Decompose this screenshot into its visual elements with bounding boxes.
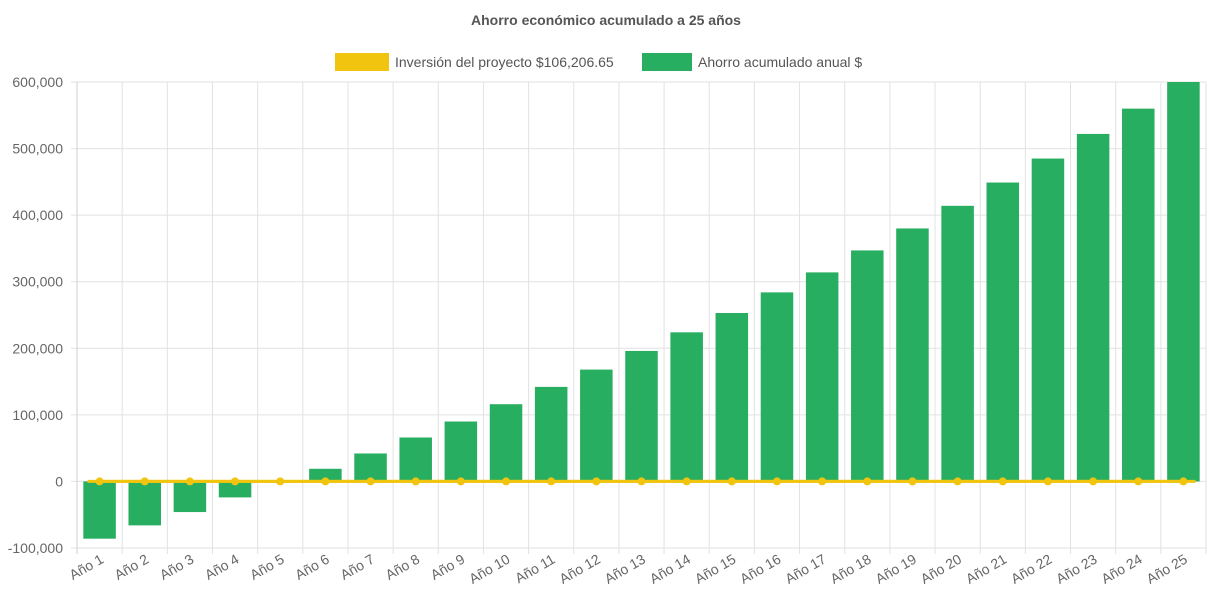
bar[interactable]: [1122, 108, 1155, 482]
x-tick-label: Año 2: [112, 551, 152, 583]
line-point[interactable]: [95, 477, 104, 486]
legend-item-ahorro[interactable]: Ahorro acumulado anual $: [642, 53, 862, 71]
legend: Inversión del proyecto $106,206.65 Ahorr…: [335, 53, 862, 71]
x-tick-label: Año 18: [827, 551, 874, 587]
bar[interactable]: [489, 404, 523, 482]
bar[interactable]: [986, 182, 1020, 482]
x-tick-label: Año 22: [1008, 551, 1055, 587]
line-point[interactable]: [863, 477, 872, 486]
x-tick-label: Año 3: [157, 551, 197, 583]
bar[interactable]: [218, 481, 252, 498]
bar[interactable]: [1167, 82, 1200, 482]
legend-item-inversion[interactable]: Inversión del proyecto $106,206.65: [335, 53, 614, 71]
chart-title: Ahorro económico acumulado a 25 años: [471, 12, 741, 28]
line-point[interactable]: [321, 477, 330, 486]
line-point[interactable]: [185, 477, 194, 486]
grid: [71, 81, 1207, 554]
line-point[interactable]: [908, 477, 917, 486]
legend-label-inversion: Inversión del proyecto $106,206.65: [395, 54, 614, 70]
line-point[interactable]: [502, 477, 511, 486]
bar[interactable]: [1076, 133, 1110, 482]
bar[interactable]: [715, 313, 749, 482]
x-tick-label: Año 19: [873, 551, 920, 587]
x-tick-label: Año 1: [66, 551, 106, 583]
bar[interactable]: [670, 332, 703, 482]
x-tick-label: Año 24: [1098, 551, 1145, 587]
line-point[interactable]: [1179, 477, 1188, 486]
bar[interactable]: [399, 437, 432, 482]
line-point[interactable]: [547, 477, 556, 486]
x-tick-label: Año 4: [202, 551, 242, 583]
x-tick-label: Año 15: [692, 551, 739, 587]
bar[interactable]: [625, 350, 658, 482]
y-tick-label: 100,000: [12, 407, 63, 423]
line-point[interactable]: [1043, 477, 1052, 486]
x-tick-label: Año 5: [247, 551, 287, 583]
line-point[interactable]: [772, 477, 781, 486]
y-tick-label: 400,000: [12, 207, 63, 223]
x-tick-label: Año 16: [737, 551, 784, 587]
legend-swatch-ahorro: [642, 53, 692, 71]
bar[interactable]: [354, 453, 387, 482]
bar[interactable]: [1031, 158, 1065, 482]
line-point[interactable]: [727, 477, 736, 486]
y-tick-label: -100,000: [8, 540, 63, 556]
line-point[interactable]: [592, 477, 601, 486]
legend-swatch-inversion: [335, 53, 389, 71]
bar[interactable]: [896, 228, 929, 482]
bar[interactable]: [851, 250, 884, 482]
x-tick-label: Año 8: [383, 551, 423, 583]
x-tick-label: Año 14: [647, 551, 694, 587]
x-tick-label: Año 9: [428, 551, 468, 583]
line-point[interactable]: [366, 477, 375, 486]
x-tick-label: Año 21: [963, 551, 1010, 587]
bar[interactable]: [83, 481, 116, 539]
x-tick-label: Año 6: [292, 551, 332, 583]
legend-label-ahorro: Ahorro acumulado anual $: [698, 54, 862, 70]
x-tick-label: Año 20: [918, 551, 965, 587]
investment-line: [87, 477, 1196, 486]
y-axis-ticks: 600,000 500,000 400,000 300,000 200,000 100,0…: [8, 74, 63, 556]
line-point[interactable]: [1134, 477, 1143, 486]
x-tick-label: Año 12: [556, 551, 603, 587]
x-tick-label: Año 7: [337, 551, 377, 583]
line-point[interactable]: [637, 477, 646, 486]
x-tick-label: Año 23: [1053, 551, 1100, 587]
y-tick-label: 300,000: [12, 274, 63, 290]
bar[interactable]: [309, 468, 342, 482]
line-point[interactable]: [818, 477, 827, 486]
y-tick-label: 600,000: [12, 74, 63, 90]
y-tick-label: 200,000: [12, 340, 63, 356]
bar[interactable]: [444, 421, 478, 482]
y-tick-label: 0: [55, 473, 63, 489]
x-tick-label: Año 25: [1143, 551, 1190, 587]
x-tick-label: Año 17: [782, 551, 829, 587]
line-point[interactable]: [231, 477, 240, 486]
line-point[interactable]: [998, 477, 1007, 486]
bar[interactable]: [941, 205, 974, 482]
line-point[interactable]: [276, 477, 285, 486]
x-tick-label: Año 13: [602, 551, 649, 587]
line-point[interactable]: [682, 477, 691, 486]
x-axis-ticks: Año 1 Año 2 Año 3 Año 4 Año 5 Año 6 Año 7 Año 8…: [66, 551, 1190, 587]
bar[interactable]: [534, 386, 568, 482]
bar[interactable]: [760, 292, 794, 482]
line-point[interactable]: [953, 477, 962, 486]
y-tick-label: 500,000: [12, 141, 63, 157]
x-tick-label: Año 11: [512, 551, 558, 587]
line-point[interactable]: [411, 477, 420, 486]
line-point[interactable]: [140, 477, 149, 486]
line-point[interactable]: [456, 477, 465, 486]
x-tick-label: Año 10: [466, 551, 513, 587]
bar[interactable]: [128, 481, 161, 526]
bar[interactable]: [805, 272, 839, 482]
bars: [83, 82, 1200, 539]
bar[interactable]: [173, 481, 207, 513]
line-point[interactable]: [1089, 477, 1098, 486]
bar[interactable]: [580, 369, 613, 482]
